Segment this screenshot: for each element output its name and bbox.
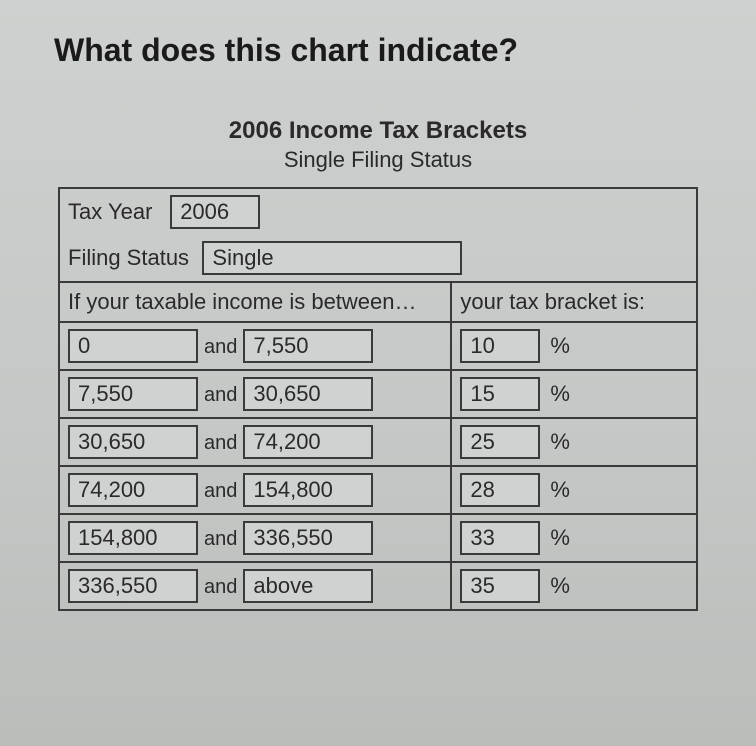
bracket-cell: 15% — [451, 370, 697, 418]
table-row: 154,800 and 336,550 33% — [59, 514, 697, 562]
range-cell: 154,800 and 336,550 — [59, 514, 451, 562]
bracket-percent-field[interactable]: 35 — [460, 569, 540, 603]
and-word: and — [204, 576, 237, 598]
bracket-percent-field[interactable]: 10 — [460, 329, 540, 363]
bracket-percent-field[interactable]: 15 — [460, 377, 540, 411]
tax-year-field[interactable]: 2006 — [170, 195, 260, 229]
column-header-range: If your taxable income is between… — [59, 282, 451, 322]
and-word: and — [204, 336, 237, 358]
filing-status-label: Filing Status — [68, 245, 189, 270]
bracket-cell: 25% — [451, 418, 697, 466]
range-high-field[interactable]: 74,200 — [243, 425, 373, 459]
bracket-cell: 10% — [451, 322, 697, 370]
range-high-field[interactable]: 154,800 — [243, 473, 373, 507]
range-low-field[interactable]: 7,550 — [68, 377, 198, 411]
range-low-field[interactable]: 336,550 — [68, 569, 198, 603]
bracket-percent-field[interactable]: 33 — [460, 521, 540, 555]
range-cell: 30,650 and 74,200 — [59, 418, 451, 466]
page: What does this chart indicate? 2006 Inco… — [0, 0, 756, 746]
range-low-field[interactable]: 154,800 — [68, 521, 198, 555]
table-row: 336,550 and above 35% — [59, 562, 697, 610]
range-cell: 336,550 and above — [59, 562, 451, 610]
range-high-field[interactable]: 336,550 — [243, 521, 373, 555]
percent-sign: % — [550, 429, 570, 454]
percent-sign: % — [550, 525, 570, 550]
range-high-field[interactable]: above — [243, 569, 373, 603]
question-heading: What does this chart indicate? — [54, 32, 720, 69]
and-word: and — [204, 432, 237, 454]
and-word: and — [204, 384, 237, 406]
tax-table: Tax Year 2006 Filing Status Single If yo… — [58, 187, 698, 611]
table-row: 0 and 7,550 10% — [59, 322, 697, 370]
range-cell: 7,550 and 30,650 — [59, 370, 451, 418]
range-cell: 74,200 and 154,800 — [59, 466, 451, 514]
bracket-cell: 33% — [451, 514, 697, 562]
range-low-field[interactable]: 30,650 — [68, 425, 198, 459]
percent-sign: % — [550, 573, 570, 598]
table-row: 7,550 and 30,650 15% — [59, 370, 697, 418]
and-word: and — [204, 528, 237, 550]
percent-sign: % — [550, 381, 570, 406]
chart-subtitle: Single Filing Status — [58, 147, 698, 173]
bracket-percent-field[interactable]: 28 — [460, 473, 540, 507]
filing-status-field[interactable]: Single — [202, 241, 462, 275]
range-high-field[interactable]: 7,550 — [243, 329, 373, 363]
bracket-cell: 35% — [451, 562, 697, 610]
meta-filing-status-row: Filing Status Single — [59, 235, 697, 282]
percent-sign: % — [550, 333, 570, 358]
range-low-field[interactable]: 74,200 — [68, 473, 198, 507]
column-header-bracket: your tax bracket is: — [451, 282, 697, 322]
tax-year-label: Tax Year — [68, 199, 152, 224]
bracket-cell: 28% — [451, 466, 697, 514]
chart-title: 2006 Income Tax Brackets — [58, 117, 698, 145]
tax-bracket-chart: 2006 Income Tax Brackets Single Filing S… — [58, 117, 698, 611]
range-high-field[interactable]: 30,650 — [243, 377, 373, 411]
percent-sign: % — [550, 477, 570, 502]
range-low-field[interactable]: 0 — [68, 329, 198, 363]
table-row: 30,650 and 74,200 25% — [59, 418, 697, 466]
and-word: and — [204, 480, 237, 502]
range-cell: 0 and 7,550 — [59, 322, 451, 370]
bracket-percent-field[interactable]: 25 — [460, 425, 540, 459]
table-row: 74,200 and 154,800 28% — [59, 466, 697, 514]
meta-tax-year-row: Tax Year 2006 — [59, 188, 697, 235]
